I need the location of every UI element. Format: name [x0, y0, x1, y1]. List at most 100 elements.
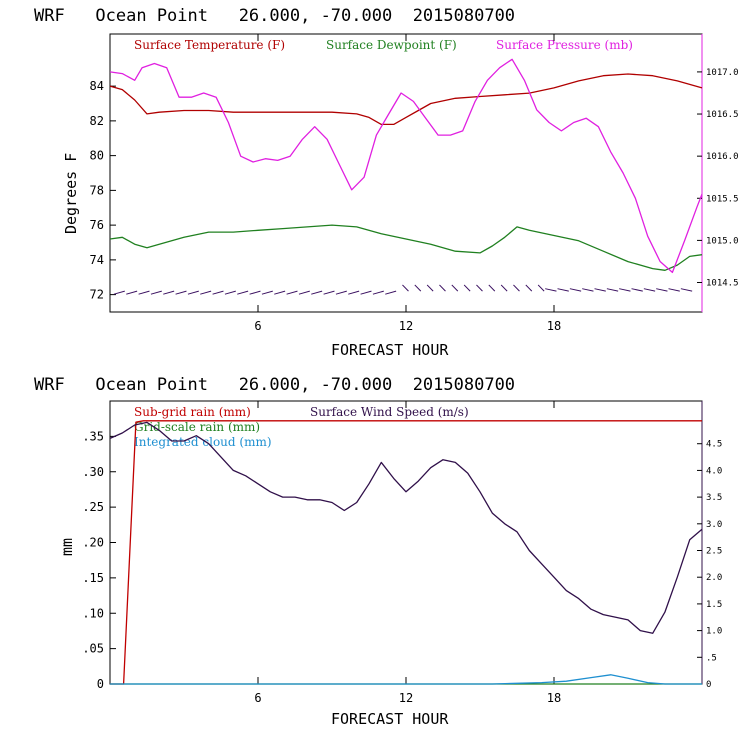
- bottom-y2tick-label: 2.0: [706, 573, 722, 583]
- wind-barb: [619, 288, 631, 292]
- wind-barb: [126, 290, 138, 295]
- bottom-ytick-label: .05: [82, 642, 104, 656]
- wind-barb: [311, 290, 323, 295]
- series-pressure: [109, 58, 703, 274]
- wind-barb: [557, 288, 569, 292]
- wind-barb: [476, 284, 483, 292]
- wind-barb: [606, 288, 619, 292]
- bottom-ytick-label: .25: [82, 500, 104, 514]
- wind-barb: [668, 288, 680, 292]
- wind-barb: [631, 288, 643, 292]
- wind-barb: [545, 288, 557, 292]
- wind-barb: [414, 284, 422, 292]
- bottom-y-axis-label: mm: [58, 538, 76, 556]
- legend-subgrid-rain: Sub-grid rain (mm): [134, 405, 251, 419]
- wind-barb: [175, 290, 187, 295]
- bottom-axis-ticks: 6 12 18 0 .05 .10 .15 .20 .25 .30 .35 0 .5 1.0 1.5 2.0 2…: [82, 401, 722, 705]
- top-plot-frame: [109, 33, 703, 313]
- wind-barb: [360, 290, 372, 295]
- wind-barb: [113, 290, 125, 295]
- bottom-y2tick-label: 3.0: [706, 520, 722, 530]
- top-xtick-label: 12: [399, 319, 413, 333]
- top-chart: WRF Ocean Point 26.000, -70.000 20150807…: [34, 6, 739, 359]
- bottom-y2tick-label: 2.5: [706, 547, 722, 557]
- wind-barb: [582, 288, 594, 292]
- bottom-chart: WRF Ocean Point 26.000, -70.000 20150807…: [34, 375, 722, 728]
- bottom-ytick-label: 0: [97, 677, 104, 691]
- wind-barb: [594, 288, 606, 292]
- wind-barb: [426, 284, 434, 292]
- bottom-x-axis-label: FORECAST HOUR: [331, 710, 449, 728]
- bottom-y2tick-label: 3.5: [706, 493, 722, 503]
- series-subgrid_rain: [110, 420, 702, 685]
- wind-barb: [569, 288, 582, 292]
- top-ytick-label: 78: [90, 183, 104, 197]
- bottom-xtick-label: 6: [254, 691, 261, 705]
- top-ytick-label: 84: [90, 79, 104, 93]
- wind-barb: [500, 284, 508, 292]
- top-x-axis-label: FORECAST HOUR: [331, 341, 449, 359]
- top-y2tick-label: 1017.0: [706, 68, 739, 78]
- series-temperature: [109, 73, 703, 126]
- wind-barb: [525, 284, 533, 292]
- wind-barb: [249, 290, 261, 295]
- wind-barb: [286, 290, 298, 295]
- legend-surface-pressure: Surface Pressure (mb): [496, 38, 633, 52]
- wind-barb: [537, 284, 545, 292]
- top-ytick-label: 80: [90, 149, 104, 163]
- series-dewpoint: [109, 224, 703, 271]
- bottom-xtick-label: 18: [547, 691, 561, 705]
- top-y2tick-label: 1016.0: [706, 152, 739, 162]
- bottom-ytick-label: .35: [82, 429, 104, 443]
- wind-barb: [513, 284, 520, 292]
- wind-barb: [402, 284, 409, 292]
- bottom-ytick-label: .30: [82, 465, 104, 479]
- wind-barb: [372, 290, 384, 295]
- wind-barb: [163, 290, 175, 295]
- wind-barb: [656, 288, 668, 292]
- wind-barb: [261, 290, 273, 295]
- legend-surface-dewpoint: Surface Dewpoint (F): [326, 38, 457, 52]
- bottom-y2tick-label: .5: [706, 653, 717, 663]
- top-ytick-label: 72: [90, 288, 104, 302]
- bottom-ytick-label: .10: [82, 606, 104, 620]
- bottom-y2tick-label: 1.0: [706, 627, 722, 637]
- bottom-y2tick-label: 1.5: [706, 600, 722, 610]
- top-ytick-label: 76: [90, 218, 104, 232]
- wind-barb: [680, 288, 693, 292]
- top-y2tick-label: 1015.0: [706, 236, 739, 246]
- series-cloud: [110, 674, 702, 685]
- wind-barb: [212, 290, 224, 295]
- bottom-y2tick-label: 4.0: [706, 466, 722, 476]
- wind-barb: [385, 290, 397, 295]
- wind-barb: [348, 290, 360, 295]
- wind-barb: [451, 284, 459, 292]
- bottom-xtick-label: 12: [399, 691, 413, 705]
- bottom-series-lines: [109, 420, 703, 685]
- top-series-lines: [109, 58, 703, 274]
- top-chart-title: WRF Ocean Point 26.000, -70.000 20150807…: [34, 6, 515, 26]
- wind-barb: [488, 284, 496, 292]
- legend-surface-wind-speed: Surface Wind Speed (m/s): [310, 405, 469, 419]
- top-axis-ticks: 6 12 18 72 74 76 78 80 82 84 1014.5 1015.0 1015.5 101…: [90, 34, 739, 333]
- wind-barb: [323, 290, 335, 295]
- bottom-y2tick-label: 4.5: [706, 440, 722, 450]
- wind-barb: [150, 290, 162, 295]
- series-wind: [109, 421, 703, 634]
- top-xtick-label: 18: [547, 319, 561, 333]
- wind-barbs: [113, 284, 693, 295]
- wind-barb: [643, 288, 656, 292]
- wind-barb: [335, 290, 347, 295]
- wind-barb: [463, 284, 471, 292]
- wind-barb: [298, 290, 310, 295]
- wind-barb: [187, 290, 199, 295]
- bottom-ytick-label: .20: [82, 536, 104, 550]
- wind-barb: [237, 290, 249, 295]
- top-y2tick-label: 1014.5: [706, 279, 739, 289]
- wind-barb: [439, 284, 446, 292]
- top-ytick-label: 82: [90, 114, 104, 128]
- top-y2tick-label: 1016.5: [706, 110, 739, 120]
- bottom-ytick-label: .15: [82, 571, 104, 585]
- legend-gridscale-rain: Grid-scale rain (mm): [134, 420, 260, 434]
